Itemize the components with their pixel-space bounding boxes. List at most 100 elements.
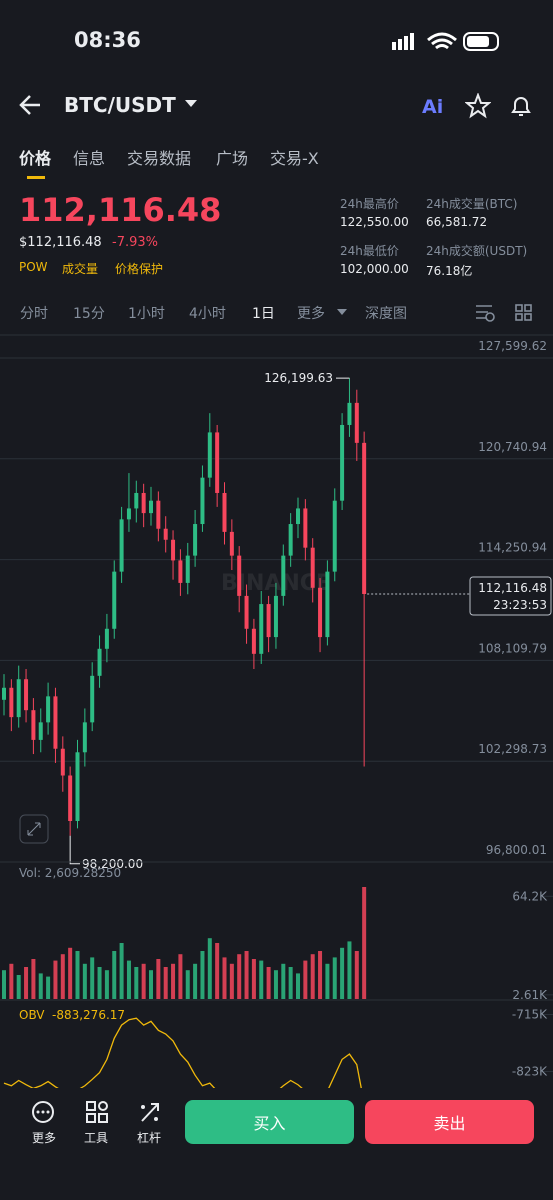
volume-bar [53,960,58,999]
candle-body [325,571,330,638]
candle-body [38,722,43,740]
y-tick-label: 108,109.79 [478,641,547,655]
interval[interactable]: 1日 [252,306,275,322]
tab[interactable]: 价格 [19,149,52,168]
volume-bar [200,951,205,999]
buy-button[interactable]: 买入 [185,1100,354,1144]
interval[interactable]: 1小时 [128,306,165,322]
candle-body [193,524,198,556]
volume-tick-label: 64.2K [512,889,548,903]
volume-bar [354,951,359,999]
last-price: 112,116.48 [19,191,222,229]
volume-bar [244,951,249,999]
volume-bar [251,959,256,999]
volume-bar [75,951,80,999]
volume-bar [281,963,286,999]
volume-bar [112,951,117,999]
low-label: 98,200.00 [82,857,143,871]
volume-bar [296,973,300,999]
ai-button[interactable]: Ai [422,96,444,118]
candle-body [156,500,161,529]
last-price-label: 112,116.48 [478,581,547,595]
expand-button[interactable] [19,814,49,844]
volume-bar [222,957,227,999]
candle-body [141,492,146,514]
interval[interactable]: 15分 [73,306,105,322]
y-tick-label: 96,800.01 [486,843,547,857]
price-tag[interactable]: 价格保护 [115,262,164,276]
volume-tick-label: 2.61K [512,988,548,1002]
candle-body [134,492,139,509]
interval[interactable]: 4小时 [189,306,226,322]
candle-body [185,555,190,583]
volume-bar [16,975,21,999]
volume-bar [362,887,367,999]
candle-body [244,595,249,629]
candle-body [24,679,29,711]
chart-settings[interactable] [474,302,534,324]
candle-body [75,752,80,821]
y-tick-label: 120,740.94 [478,440,547,454]
stat-value: 122,550.00 [340,215,409,229]
candle-body [178,560,183,583]
interval[interactable]: 分时 [20,306,48,322]
tool-label[interactable]: 杠杆 [137,1131,162,1145]
favorite-button[interactable] [465,93,491,119]
stat-label: 24h成交量(BTC) [426,197,518,211]
candle-body [2,687,6,700]
tab[interactable]: 交易-X [270,149,319,168]
volume-bar [141,963,146,999]
tab[interactable]: 交易数据 [127,149,192,168]
volume-bar [2,970,6,999]
candle-body [347,402,352,425]
y-tick-label: 102,298.73 [478,742,547,756]
candle-body [237,555,242,596]
tab[interactable]: 信息 [73,149,106,168]
pair-name[interactable]: BTC/USDT [64,93,176,117]
candle-body [31,710,36,740]
volume-bar [332,957,337,999]
sell-button[interactable]: 卖出 [365,1100,534,1144]
candle-body [200,477,205,525]
price-tag[interactable]: POW [19,260,48,274]
usd-price: $112,116.48 [19,235,102,250]
tool-label[interactable]: 工具 [84,1131,109,1145]
volume-bar [185,970,190,999]
pair-dropdown[interactable] [184,99,198,109]
volume-bar [104,970,109,999]
candle-body [288,524,293,556]
tool-label[interactable]: 更多 [32,1131,57,1145]
stat-label: 24h最低价 [340,244,399,258]
obv-line [3,1017,363,1090]
candle-body [60,748,65,776]
candle-body [296,508,300,525]
chart: BINANCE127,599.62120,740.94114,250.94108… [0,334,553,1090]
volume-bar [325,963,330,999]
price-change: -7.93% [112,235,158,250]
volume-bar [119,943,124,999]
interval[interactable]: 深度图 [365,306,407,322]
volume-bar [38,973,43,999]
volume-bar [215,943,220,999]
obv-value: -883,276.17 [52,1008,125,1022]
volume-bar [288,967,293,999]
candle-body [215,432,220,493]
tab[interactable]: 广场 [216,149,249,168]
volume-bar [126,960,131,999]
volume-bar [9,963,14,999]
alert-button[interactable] [508,93,534,119]
interval[interactable]: 更多 [297,306,325,322]
candle-body [171,539,176,561]
volume-bar [24,967,29,999]
back-button[interactable] [18,93,44,117]
volume-bar [340,947,345,999]
price-tag[interactable]: 成交量 [62,262,99,276]
volume-bar [193,963,198,999]
candle-body [53,696,58,749]
volume-bar [82,963,87,999]
volume-bar [318,951,323,999]
more-dropdown [337,309,347,315]
volume-bar [207,938,212,999]
volume-bar [237,954,242,999]
volume-bar [156,959,161,999]
